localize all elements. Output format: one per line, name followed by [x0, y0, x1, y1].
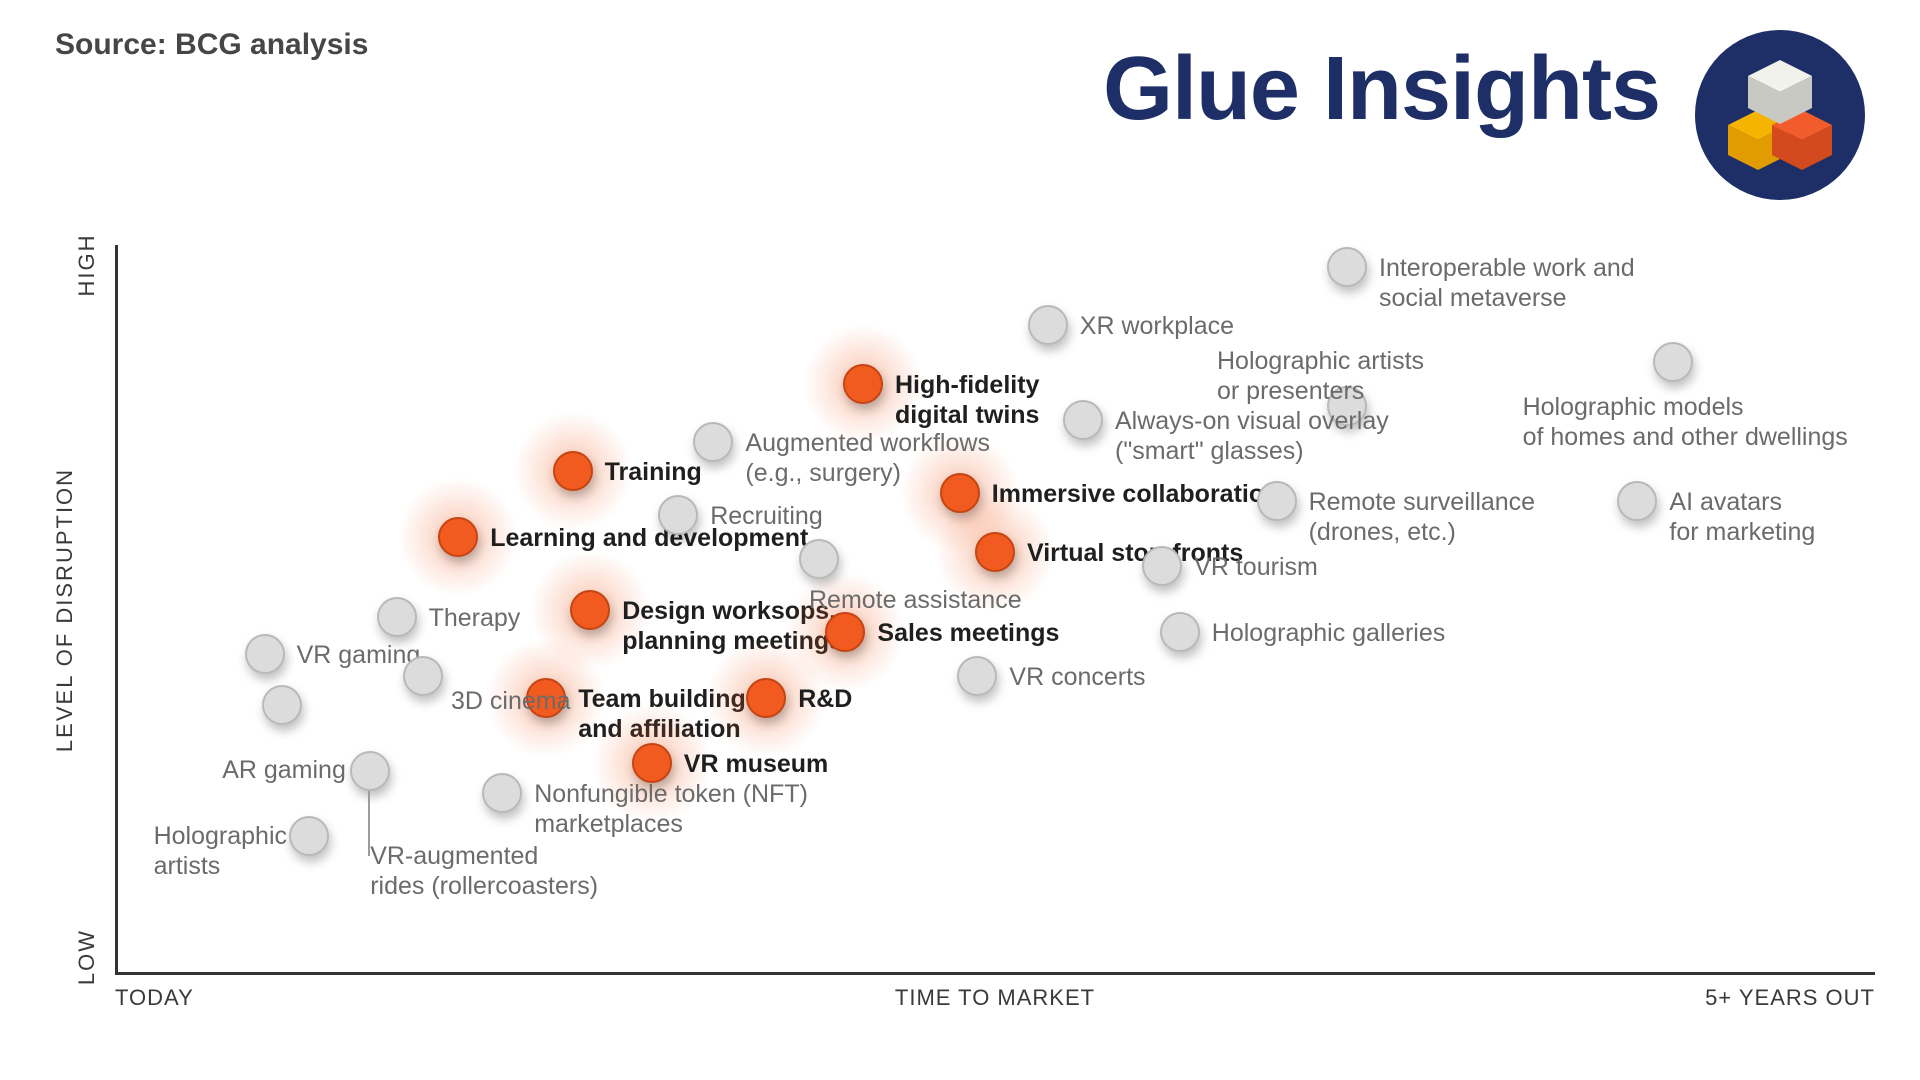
data-point: [403, 656, 443, 696]
data-point-marker: [1653, 342, 1693, 382]
data-point: [482, 773, 522, 813]
data-point-label: R&D: [798, 684, 852, 714]
data-point-marker: [482, 773, 522, 813]
data-point-label: Always-on visual overlay ("smart" glasse…: [1115, 406, 1389, 466]
y-axis-high-label: HIGH: [74, 234, 100, 297]
leader-line: [368, 791, 370, 856]
data-point: [262, 685, 302, 725]
data-point: [825, 612, 865, 652]
data-point-marker: [1028, 305, 1068, 345]
x-axis-left-label: TODAY: [115, 985, 194, 1011]
data-point: [632, 743, 672, 783]
data-point-marker: [570, 590, 610, 630]
data-point-label: VR concerts: [1009, 662, 1145, 692]
data-point-marker: [1257, 481, 1297, 521]
data-point-label: VR tourism: [1194, 552, 1318, 582]
data-point: [799, 539, 839, 579]
data-point-label: Remote assistance: [809, 585, 1022, 615]
data-point-label: Team building and affiliation: [578, 684, 746, 744]
data-point-marker: [262, 685, 302, 725]
brand-title: Glue Insights: [1103, 38, 1660, 141]
data-point-marker: [1063, 400, 1103, 440]
data-point: [553, 451, 593, 491]
data-point: [1327, 247, 1367, 287]
data-point-label: Sales meetings: [877, 618, 1059, 648]
data-point-label: Remote surveillance (drones, etc.): [1309, 487, 1536, 547]
data-point-marker: [1617, 481, 1657, 521]
data-point: [289, 816, 329, 856]
data-point-marker: [658, 495, 698, 535]
data-point-label: 3D cinema: [451, 686, 571, 716]
data-point-label: VR-augmented rides (rollercoasters): [370, 841, 598, 901]
data-point: [438, 517, 478, 557]
data-point-label: XR workplace: [1080, 311, 1234, 341]
x-axis: [115, 972, 1875, 975]
data-point: [957, 656, 997, 696]
data-point: [350, 751, 390, 791]
data-point-marker: [377, 597, 417, 637]
data-point-marker: [693, 422, 733, 462]
data-point: [570, 590, 610, 630]
data-point-label: Augmented workflows (e.g., surgery): [745, 428, 990, 488]
data-point-label: Training: [605, 457, 702, 487]
data-point-marker: [1327, 247, 1367, 287]
data-point-label: Holographic artists or presenters: [1217, 346, 1424, 406]
y-axis: [115, 245, 118, 975]
data-point-label: VR museum: [684, 749, 828, 779]
data-point: [1653, 342, 1693, 382]
data-point-marker: [245, 634, 285, 674]
data-point: [1257, 481, 1297, 521]
data-point-marker: [289, 816, 329, 856]
data-point-label: Holographic models of homes and other dw…: [1523, 392, 1848, 452]
data-point: [245, 634, 285, 674]
data-point-marker: [632, 743, 672, 783]
data-point: [1142, 546, 1182, 586]
x-axis-right-label: 5+ YEARS OUT: [1705, 985, 1875, 1011]
source-citation: Source: BCG analysis: [55, 28, 368, 62]
data-point-label: Holographic galleries: [1212, 618, 1445, 648]
data-point: [693, 422, 733, 462]
x-axis-center-label: TIME TO MARKET: [895, 985, 1095, 1011]
data-point: [1617, 481, 1657, 521]
y-axis-title: LEVEL OF DISRUPTION: [52, 468, 78, 752]
data-point-label: High-fidelity digital twins: [895, 370, 1039, 430]
data-point: [1160, 612, 1200, 652]
data-point-marker: [799, 539, 839, 579]
data-point: [377, 597, 417, 637]
data-point-label: AI avatars for marketing: [1669, 487, 1815, 547]
data-point-label: Recruiting: [710, 501, 823, 531]
brand-logo: [1695, 30, 1865, 200]
data-point-marker: [438, 517, 478, 557]
data-point-label: Nonfungible token (NFT) marketplaces: [534, 779, 808, 839]
data-point: [975, 532, 1015, 572]
data-point-marker: [975, 532, 1015, 572]
data-point-marker: [843, 364, 883, 404]
data-point-label: AR gaming: [222, 755, 346, 785]
data-point-marker: [825, 612, 865, 652]
data-point-label: Immersive collaboration: [992, 479, 1280, 509]
scatter-chart: LEVEL OF DISRUPTION HIGH LOW TODAY TIME …: [115, 245, 1875, 1005]
data-point-marker: [746, 678, 786, 718]
data-point: [1063, 400, 1103, 440]
data-point-marker: [957, 656, 997, 696]
data-point: [843, 364, 883, 404]
data-point: [658, 495, 698, 535]
data-point-label: Interoperable work and social metaverse: [1379, 253, 1635, 313]
data-point-marker: [350, 751, 390, 791]
data-point: [746, 678, 786, 718]
data-point: [1028, 305, 1068, 345]
data-point-marker: [403, 656, 443, 696]
data-point-label: VR gaming: [297, 640, 421, 670]
data-point-marker: [553, 451, 593, 491]
data-point-marker: [1160, 612, 1200, 652]
data-point-marker: [1142, 546, 1182, 586]
data-point-label: Therapy: [429, 603, 521, 633]
data-point-label: Holographic artists: [154, 821, 287, 881]
y-axis-low-label: LOW: [74, 929, 100, 985]
